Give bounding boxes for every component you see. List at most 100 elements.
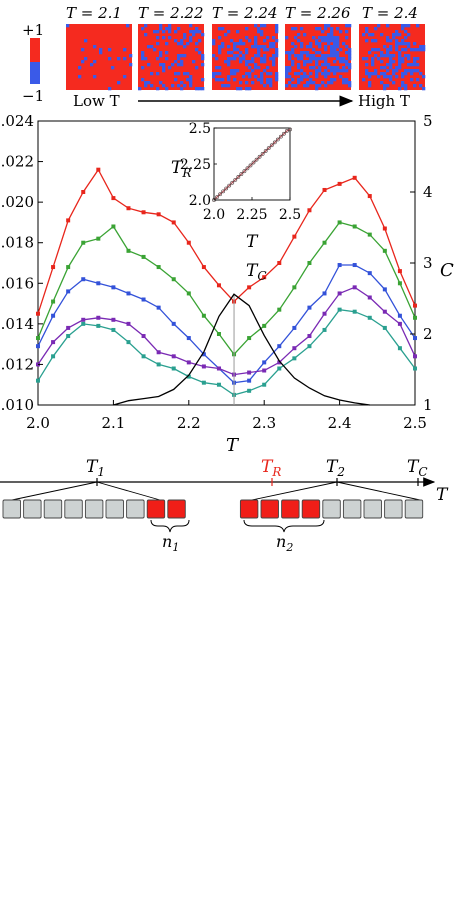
spin-cell: [407, 24, 411, 28]
spin-cell: [129, 63, 133, 67]
inset-point: [278, 134, 283, 139]
replica-box: [2, 499, 21, 519]
spin-cell: [327, 81, 331, 85]
spin-cell: [224, 84, 228, 88]
spin-cell: [260, 60, 264, 64]
spin-cell: [348, 81, 352, 85]
x-tick-label: 2.3: [252, 414, 276, 432]
spin-cell: [174, 60, 178, 64]
spin-cell: [416, 48, 420, 52]
spin-cell: [345, 78, 349, 82]
spin-cell: [336, 69, 340, 73]
spin-cell: [300, 42, 304, 46]
spin-cell: [303, 72, 307, 76]
spin-cell: [368, 81, 372, 85]
spin-cell: [189, 24, 193, 28]
spin-cell: [138, 87, 142, 91]
n2-label: n2: [276, 532, 293, 554]
spin-cell: [81, 60, 85, 64]
spin-cell: [239, 60, 243, 64]
spin-cell: [327, 63, 331, 67]
spin-cell: [348, 51, 352, 55]
spin-cell: [312, 57, 316, 61]
spin-cell: [333, 72, 337, 76]
snapshot-title-3: T = 2.24: [212, 4, 278, 22]
spin-cell: [186, 72, 190, 76]
inset-y-label-main: T: [171, 158, 184, 178]
series-line-2: [37, 221, 416, 356]
data-point: [216, 283, 221, 288]
spin-cell: [318, 57, 322, 61]
inset-x-tick-label: 2.0: [203, 207, 225, 223]
spin-cell: [180, 60, 184, 64]
spin-cell: [254, 42, 258, 46]
spin-cell: [198, 51, 202, 55]
spin-cell: [285, 72, 289, 76]
spin-cell: [297, 81, 301, 85]
data-point: [171, 321, 176, 326]
spin-cell: [150, 45, 154, 49]
data-point: [111, 224, 116, 229]
data-point: [201, 364, 206, 369]
replica-box: [23, 499, 42, 519]
data-point: [96, 315, 101, 320]
spin-cell: [377, 57, 381, 61]
spin-cell: [392, 36, 396, 40]
spin-cell: [162, 69, 166, 73]
spin-cell: [413, 57, 417, 61]
spin-cell: [395, 48, 399, 52]
spin-cell: [242, 75, 246, 79]
spin-cell: [285, 36, 289, 40]
spin-cell: [165, 27, 169, 31]
spin-cell: [269, 57, 273, 61]
spin-cell: [291, 63, 295, 67]
spin-cell: [174, 78, 178, 82]
spin-cell: [395, 33, 399, 37]
data-point: [382, 287, 387, 292]
data-point: [277, 344, 282, 349]
data-point: [111, 285, 116, 290]
spin-cell: [257, 30, 261, 34]
series-line-5: [37, 309, 416, 396]
replica-box: [363, 499, 382, 519]
spin-cell: [129, 54, 133, 58]
spin-cell: [324, 75, 328, 79]
spin-cell: [333, 36, 337, 40]
spin-cell: [371, 72, 375, 76]
spin-cell: [285, 75, 289, 79]
spin-cell: [227, 45, 231, 49]
spin-cell: [93, 75, 97, 79]
spin-cell: [401, 48, 405, 52]
spin-cell: [233, 78, 237, 82]
spin-cell: [362, 78, 366, 82]
data-point: [322, 187, 327, 192]
replica-box: [84, 499, 104, 519]
spin-cell: [297, 33, 301, 37]
spin-cell: [150, 72, 154, 76]
spin-cell: [315, 84, 319, 88]
spin-cell: [392, 69, 396, 73]
spin-cell: [362, 33, 366, 37]
spin-cell: [156, 57, 160, 61]
spin-cell: [389, 48, 393, 52]
spin-cell: [410, 72, 414, 76]
replica-box: [322, 499, 341, 519]
spin-cell: [248, 66, 252, 70]
spin-cell: [297, 72, 301, 76]
y-tick-label: .018: [1, 234, 34, 252]
spin-cell: [159, 24, 163, 28]
spin-cell: [263, 57, 267, 61]
spin-cell: [159, 81, 163, 85]
spin-cell: [269, 84, 273, 88]
inset-y-tick-label: 2.0: [189, 193, 211, 209]
spin-cell: [362, 57, 366, 61]
tr-label-sub: R: [271, 465, 281, 479]
data-point: [277, 307, 282, 312]
data-point: [156, 362, 161, 367]
spin-cell: [239, 57, 243, 61]
inset-point: [230, 180, 235, 185]
spin-cell: [195, 27, 199, 31]
spin-cell: [398, 57, 402, 61]
spin-cell: [189, 30, 193, 34]
n2-label-main: n: [276, 532, 286, 551]
